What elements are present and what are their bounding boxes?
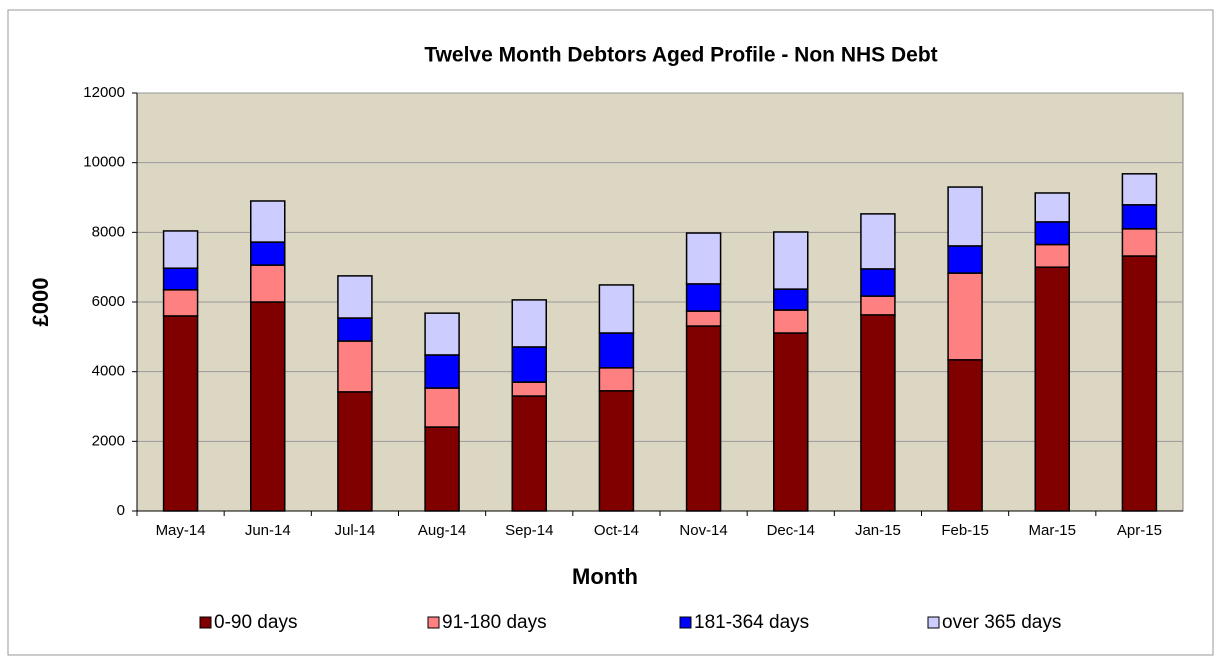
- legend-label: over 365 days: [942, 612, 1061, 633]
- legend-label: 0-90 days: [214, 612, 297, 633]
- y-axis-title: £000: [28, 278, 53, 327]
- bar-segment: [1121, 228, 1158, 257]
- bar-segment: [162, 289, 199, 317]
- bar-segment: [511, 299, 547, 348]
- x-tick-label: Jun-14: [245, 522, 291, 539]
- bar-segment: [685, 325, 722, 512]
- bar-segment: [1034, 221, 1070, 246]
- bar-segment: [860, 314, 896, 512]
- bar-segment: [860, 213, 896, 270]
- bar-segment: [162, 315, 199, 512]
- bar-segment: [773, 309, 809, 334]
- y-tick-label: 6000: [92, 293, 125, 310]
- chart-title: Twelve Month Debtors Aged Profile - Non …: [424, 44, 937, 67]
- bar-segment: [860, 295, 896, 316]
- bar-segment: [1034, 266, 1070, 512]
- bar-segment: [773, 288, 809, 311]
- bar-segment: [424, 312, 460, 356]
- bar-segment: [250, 264, 286, 303]
- x-tick-label: Nov-14: [679, 522, 727, 539]
- x-tick-label: Apr-15: [1117, 522, 1162, 539]
- bar-segment: [1121, 255, 1158, 512]
- x-tick-label: Mar-15: [1028, 522, 1076, 539]
- bar-segment: [947, 245, 983, 274]
- y-tick-label: 10000: [83, 154, 125, 171]
- bar-segment: [685, 310, 722, 327]
- x-tick-label: Aug-14: [418, 522, 466, 539]
- bar-segment: [947, 272, 983, 361]
- legend-swatch: [199, 616, 212, 629]
- bar-segment: [162, 267, 199, 291]
- x-tick-label: Dec-14: [767, 522, 815, 539]
- bar-segment: [337, 340, 373, 393]
- bar-segment: [511, 381, 547, 397]
- bar-segment: [162, 230, 199, 269]
- x-tick-label: Oct-14: [594, 522, 639, 539]
- bar-segment: [424, 387, 460, 428]
- y-tick-label: 8000: [92, 223, 125, 240]
- bar-segment: [773, 332, 809, 512]
- bar-segment: [598, 284, 635, 334]
- legend-label: 91-180 days: [442, 612, 547, 633]
- y-tick-label: 0: [117, 502, 125, 519]
- bar-segment: [685, 283, 722, 312]
- x-tick-label: Jul-14: [334, 522, 375, 539]
- bar-segment: [1121, 173, 1158, 206]
- bar-segment: [250, 301, 286, 512]
- legend-swatch: [427, 616, 440, 629]
- x-tick-label: Feb-15: [941, 522, 989, 539]
- x-tick-label: May-14: [156, 522, 206, 539]
- y-tick-label: 12000: [83, 84, 125, 101]
- bar-segment: [250, 241, 286, 266]
- x-tick-label: Jan-15: [855, 522, 901, 539]
- legend-swatch: [679, 616, 692, 629]
- bar-segment: [598, 367, 635, 392]
- bar-segment: [947, 186, 983, 247]
- x-axis-title: Month: [572, 564, 638, 589]
- y-tick-label: 4000: [92, 363, 125, 380]
- y-tick-label: 2000: [92, 432, 125, 449]
- bar-segment: [860, 268, 896, 297]
- bar-segment: [250, 200, 286, 243]
- bar-segment: [424, 426, 460, 512]
- bar-segment: [598, 332, 635, 369]
- x-tick-label: Sep-14: [505, 522, 553, 539]
- bar-segment: [598, 390, 635, 512]
- bar-segment: [337, 391, 373, 512]
- bar-segment: [1034, 243, 1070, 268]
- bar-segment: [424, 354, 460, 389]
- bar-segment: [947, 359, 983, 512]
- bar-segment: [1034, 192, 1070, 223]
- bar-segment: [773, 231, 809, 290]
- legend-swatch: [927, 616, 940, 629]
- bar-segment: [511, 346, 547, 383]
- bar-segment: [685, 232, 722, 285]
- bar-segment: [337, 317, 373, 342]
- bar-segment: [337, 275, 373, 319]
- bar-segment: [511, 395, 547, 512]
- legend-label: 181-364 days: [694, 612, 809, 633]
- bar-segment: [1121, 204, 1158, 230]
